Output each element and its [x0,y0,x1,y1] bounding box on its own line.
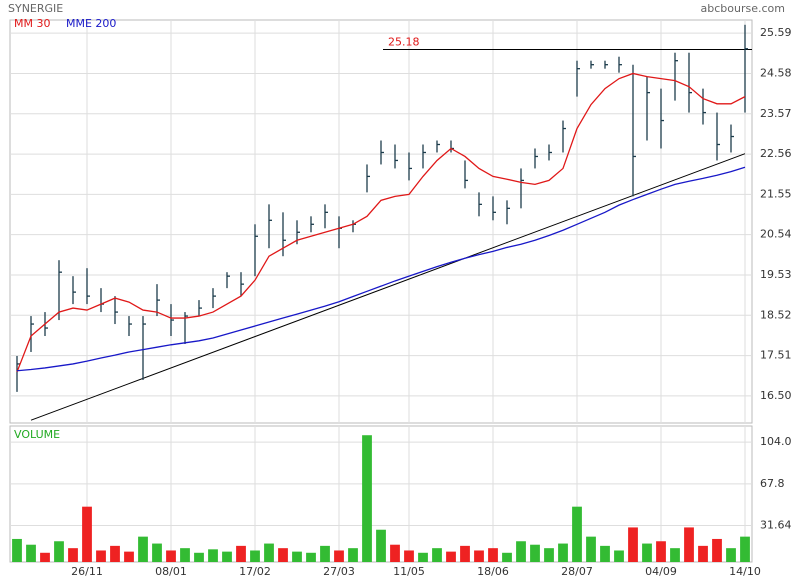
y-tick-label: 17.51 [760,349,792,362]
volume-bar [348,548,358,562]
y-tick-label: 22.56 [760,147,792,160]
legend-label: MM 30 [14,17,50,30]
volume-bar [530,544,540,562]
volume-bar [194,552,204,562]
volume-bar [586,536,596,562]
y-tick-label: 18.52 [760,308,792,321]
volume-bar [726,548,736,562]
volume-bar [516,541,526,562]
x-tick-label: 14/10 [729,565,761,578]
volume-bar [222,551,232,562]
moving-average [16,166,746,372]
volume-bar [446,551,456,562]
volume-bar [68,548,78,562]
credit: abcbourse.com [701,2,785,15]
volume-bar [334,550,344,562]
volume-bar [740,536,750,562]
volume-bar [460,545,470,562]
volume-bar [502,552,512,562]
y-tick-label: 21.55 [760,187,792,200]
volume-bar [474,550,484,562]
y-tick-label: 67.8 [760,477,785,490]
volume-bar [670,548,680,562]
volume-bar [362,435,372,562]
x-tick-label: 28/07 [561,565,593,578]
volume-bar [572,506,582,562]
volume-bar [544,548,554,562]
y-tick-label: 31.64 [760,519,792,532]
y-tick-label: 16.50 [760,389,792,402]
plot-frame [9,19,753,424]
volume-bar [698,545,708,562]
volume-bar [418,552,428,562]
volume-bar [26,544,36,562]
volume-bar [656,541,666,562]
volume-bar [712,538,722,562]
resistance-label: 25.18 [388,36,420,49]
volume-bar [376,529,386,562]
volume-bar [614,550,624,562]
trend-line [30,153,746,421]
volume-bar [138,536,148,562]
y-tick-label: 19.53 [760,268,792,281]
volume-bar [292,551,302,562]
moving-average [16,72,746,373]
y-tick-label: 25.59 [760,26,792,39]
volume-bar [278,548,288,562]
x-tick-label: 17/02 [239,565,271,578]
y-tick-label: 104.0 [760,435,792,448]
volume-bar [264,543,274,562]
volume-bar [642,543,652,562]
volume-bar [152,543,162,562]
y-tick-label: 23.57 [760,107,792,120]
volume-bar [236,545,246,562]
volume-bar [684,527,694,562]
volume-bar [558,543,568,562]
x-tick-label: 11/05 [393,565,425,578]
volume-bar [12,538,22,562]
volume-bar [40,552,50,562]
x-tick-label: 08/01 [155,565,187,578]
x-tick-label: 04/09 [645,565,677,578]
x-tick-label: 26/11 [71,565,103,578]
volume-bar [600,545,610,562]
volume-bar [208,549,218,562]
volume-bar [628,527,638,562]
volume-bar [82,506,92,562]
volume-bar [320,545,330,562]
volume-bar [488,548,498,562]
x-tick-label: 27/03 [323,565,355,578]
panel-label: VOLUME [14,428,60,441]
y-tick-label: 20.54 [760,228,792,241]
volume-bar [124,551,134,562]
x-tick-label: 18/06 [477,565,509,578]
volume-bar [110,545,120,562]
volume-bar [54,541,64,562]
y-tick-label: 24.58 [760,66,792,79]
volume-bar [180,548,190,562]
volume-bar [250,550,260,562]
volume-bar [166,550,176,562]
volume-bar [96,550,106,562]
volume-bar [306,552,316,562]
volume-bar [390,544,400,562]
volume-bar [404,550,414,562]
chart-title: SYNERGIE [8,2,63,15]
legend-label: MME 200 [66,17,116,30]
volume-bar [432,548,442,562]
